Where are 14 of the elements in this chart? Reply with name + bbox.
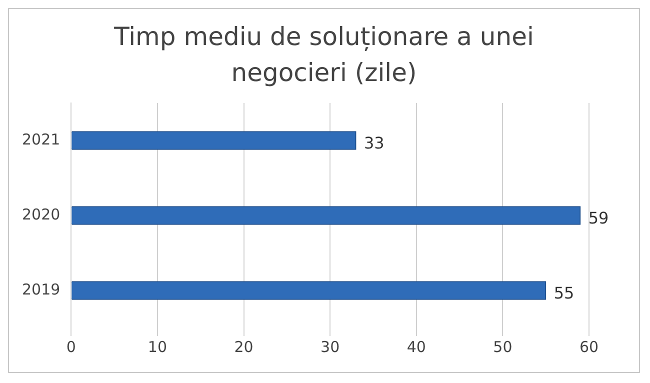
x-tick-label: 0 (66, 338, 76, 356)
chart-title: Timp mediu de soluționare a unei negocieri (zile) (113, 21, 535, 89)
y-tick-label: 2021 (22, 130, 60, 148)
x-tick-label: 10 (148, 338, 168, 356)
x-tick-label: 50 (493, 338, 512, 356)
y-tick-label: 2020 (22, 205, 60, 224)
x-tick-label: 20 (234, 338, 254, 356)
data-label: 55 (554, 284, 574, 303)
x-tick-label: 30 (320, 338, 340, 356)
y-tick-label: 2019 (22, 280, 60, 298)
x-tick-label: 40 (406, 338, 426, 356)
data-label: 59 (588, 208, 609, 228)
data-label: 33 (364, 134, 384, 153)
x-tick-label: 60 (579, 338, 599, 356)
